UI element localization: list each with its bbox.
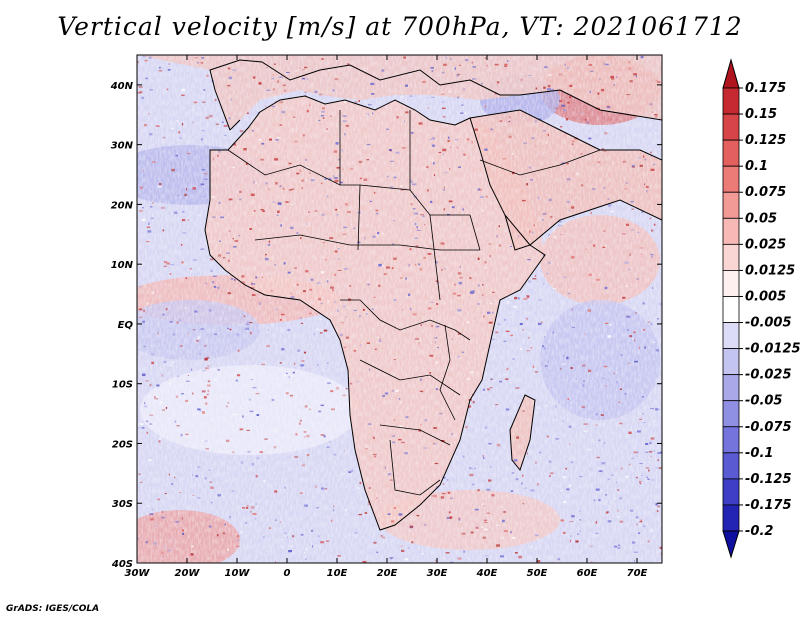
colorbar-label: -0.025	[745, 368, 792, 383]
lat-tick-label: EQ	[118, 320, 134, 331]
colorbar-top-triangle	[722, 58, 740, 89]
colorbar-bottom-triangle	[722, 530, 740, 559]
lon-tick-label: 10W	[225, 568, 251, 579]
vertical-velocity-field	[137, 55, 662, 563]
lat-tick-label: 30S	[112, 499, 133, 510]
lon-tick-label: 10E	[327, 568, 348, 579]
colorbar-box	[722, 400, 740, 428]
colorbar-box	[722, 426, 740, 454]
lon-tick-label: 0	[284, 568, 291, 579]
noise-texture	[137, 55, 662, 563]
lon-tick-label: 50E	[527, 568, 548, 579]
lon-tick-label: 30W	[125, 568, 151, 579]
colorbar-label: 0.075	[745, 185, 786, 200]
colorbar-box	[722, 504, 740, 532]
map-frame	[136, 54, 663, 564]
colorbar-label: -0.2	[745, 524, 773, 539]
colorbar-box	[722, 165, 740, 193]
footer-credit: GrADS: IGES/COLA	[6, 604, 100, 614]
colorbar-label: 0.025	[745, 237, 786, 252]
lat-tick-label: 40S	[111, 559, 133, 570]
colorbar-label: -0.005	[745, 316, 792, 331]
colorbar-box	[722, 348, 740, 376]
colorbar-box	[722, 322, 740, 349]
colorbar-label: -0.075	[745, 420, 792, 435]
colorbar: 0.175 0.15 0.125 0.1 0.075 0.05 0.025 0.0125 0.0…	[722, 58, 800, 559]
colorbar-label: 0.005	[745, 289, 786, 304]
colorbar-box	[722, 87, 740, 115]
lat-axis: 40N 30N 20N 10N EQ 10S 20S 30S 40S	[110, 81, 662, 570]
lat-tick-label: 10N	[111, 260, 134, 271]
lon-tick-label: 20E	[377, 568, 398, 579]
lat-tick-label: 10S	[112, 380, 133, 391]
colorbar-label: -0.125	[745, 472, 792, 487]
colorbar-box	[722, 478, 740, 506]
colorbar-box	[722, 113, 740, 141]
colorbar-label: 0.1	[745, 159, 768, 174]
colorbar-label: -0.0125	[745, 342, 800, 357]
lat-tick-label: 20N	[111, 200, 134, 211]
lon-tick-label: 30E	[427, 568, 448, 579]
colorbar-box	[722, 452, 740, 480]
colorbar-box	[722, 243, 740, 271]
coastlines	[204, 59, 662, 531]
lon-axis: 30W 20W 10W 0 10E 20E 30E 40E 50E 60E 70E	[125, 55, 648, 579]
lon-tick-label: 40E	[476, 568, 498, 579]
lat-tick-label: 20S	[112, 439, 133, 450]
lon-tick-label: 60E	[577, 568, 598, 579]
colorbar-box	[722, 296, 740, 323]
colorbar-label: -0.1	[745, 446, 773, 461]
chart-title: Vertical velocity [m/s] at 700hPa, VT: 2…	[57, 12, 743, 41]
colorbar-box	[722, 270, 740, 297]
colorbar-box	[722, 217, 740, 245]
lon-tick-label: 20W	[175, 568, 201, 579]
colorbar-label: 0.125	[745, 133, 786, 148]
colorbar-box	[722, 374, 740, 402]
lat-tick-label: 30N	[111, 141, 134, 152]
lat-tick-label: 40N	[110, 81, 134, 92]
colorbar-label: 0.175	[745, 81, 786, 96]
colorbar-box	[722, 139, 740, 167]
colorbar-label: 0.0125	[745, 263, 795, 278]
colorbar-label: 0.15	[745, 107, 777, 122]
colorbar-box	[722, 191, 740, 219]
colorbar-label: 0.05	[745, 211, 777, 226]
colorbar-label: -0.05	[745, 394, 782, 409]
lon-tick-label: 70E	[627, 568, 648, 579]
speckle-layer	[137, 55, 662, 563]
colorbar-label: -0.175	[745, 498, 792, 513]
